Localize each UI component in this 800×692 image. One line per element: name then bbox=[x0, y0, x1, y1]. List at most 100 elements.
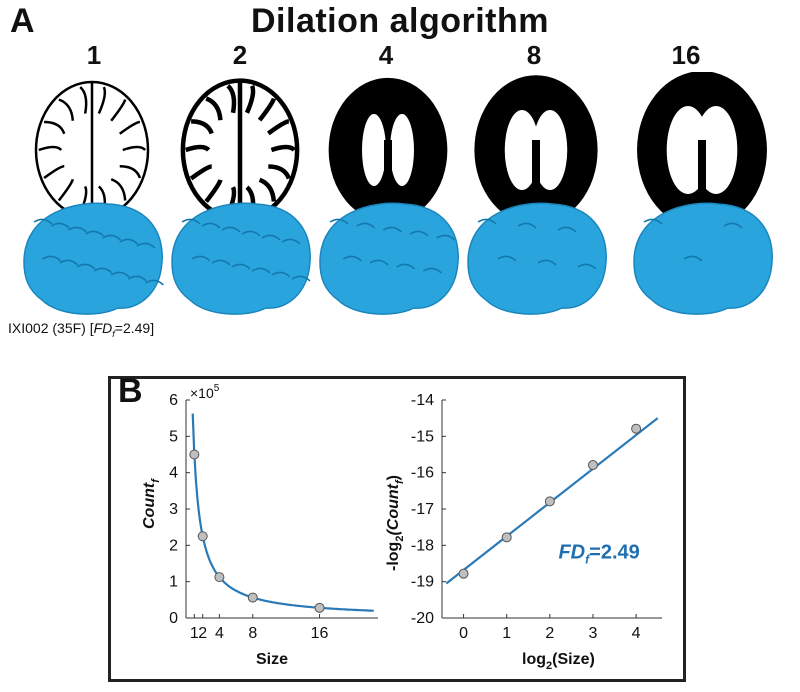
gyrus-line bbox=[191, 119, 214, 135]
chart1-y-tick-label: 2 bbox=[169, 537, 178, 554]
chart1-data-point bbox=[197, 531, 208, 542]
chart2-fd-annotation-sub: f bbox=[585, 553, 590, 567]
surface-fold bbox=[59, 259, 79, 266]
axial-mask-3 bbox=[474, 75, 598, 225]
chart2-x-tick-label: 4 bbox=[632, 625, 641, 642]
surface-fold bbox=[517, 222, 537, 229]
surface-fold bbox=[537, 259, 557, 266]
chart2-y-label-sub2: f bbox=[394, 479, 406, 484]
chart2-y-tick-label: -17 bbox=[411, 501, 434, 518]
surface-fold bbox=[409, 230, 429, 237]
chart2-data-point bbox=[587, 460, 598, 471]
chart2-y-label: -log2(Countf) bbox=[385, 475, 406, 571]
surface-fold bbox=[110, 271, 130, 278]
surface-fold bbox=[281, 238, 301, 245]
chart2-y-tick-label: -14 bbox=[411, 392, 434, 409]
gyrus-line bbox=[226, 84, 237, 114]
scale-label-2: 2 bbox=[232, 40, 248, 70]
brain-image-4 bbox=[314, 72, 462, 320]
chart1-y-tick-label: 5 bbox=[169, 428, 178, 445]
scale-label-1: 1 bbox=[86, 40, 102, 70]
surface-fold bbox=[369, 259, 389, 266]
chart1-data-point bbox=[189, 449, 200, 460]
surface-fold bbox=[67, 226, 87, 233]
chart2-x-label-suffix: (Size) bbox=[552, 651, 595, 668]
surface-fold bbox=[102, 234, 122, 241]
surface-fold bbox=[76, 263, 96, 270]
scale-label-16: 16 bbox=[671, 40, 701, 70]
gyrus-line bbox=[270, 144, 296, 153]
surface-shape bbox=[319, 202, 459, 315]
surface-fold bbox=[136, 242, 156, 249]
chart2-x-tick-label: 2 bbox=[545, 625, 554, 642]
chart2-x-label: log2(Size) bbox=[522, 651, 595, 672]
chart2-x-tick-label: 1 bbox=[502, 625, 511, 642]
surface-shape bbox=[467, 202, 607, 315]
chart2-data-point bbox=[501, 532, 512, 543]
chart2-data-point bbox=[544, 496, 555, 507]
surface-fold bbox=[396, 263, 416, 270]
septum bbox=[698, 140, 706, 190]
gyrus-line bbox=[44, 120, 66, 135]
brain-surface-1 bbox=[171, 202, 311, 315]
gyrus-line bbox=[119, 120, 141, 135]
panel-a-letter: A bbox=[10, 2, 35, 40]
chart1-data-point bbox=[247, 592, 258, 603]
surface-fold bbox=[42, 255, 62, 262]
surface-fold bbox=[497, 255, 517, 262]
surface-fold bbox=[93, 267, 113, 274]
gyrus-line bbox=[43, 164, 65, 180]
gyrus-line bbox=[119, 164, 142, 179]
surface-fold bbox=[683, 255, 703, 262]
chart1-y-tick-label: 1 bbox=[169, 574, 178, 591]
gyrus-line bbox=[204, 179, 223, 203]
ventricle-left bbox=[504, 110, 540, 190]
gyrus-line bbox=[266, 119, 290, 136]
chart1-y-scale-exp: 5 bbox=[214, 383, 220, 394]
chart1-y-tick-label: 0 bbox=[169, 610, 178, 627]
gyrus-line bbox=[185, 144, 211, 153]
surface-fold bbox=[342, 255, 362, 262]
brain-surface-2 bbox=[319, 202, 459, 315]
chart2-y-tick-label: -18 bbox=[411, 537, 434, 554]
surface-fold bbox=[251, 267, 271, 274]
chart1-y-tick-label: 6 bbox=[169, 392, 178, 409]
chart2-data-point bbox=[631, 423, 642, 434]
chart1-y-label: Countf bbox=[141, 478, 162, 529]
surface-fold bbox=[211, 259, 231, 266]
surface-fold bbox=[181, 218, 201, 225]
chart2-x-tick-label: 3 bbox=[589, 625, 598, 642]
subject-caption: IXI002 (35F) [FDf=2.49] bbox=[8, 320, 155, 339]
surface-fold bbox=[291, 275, 311, 282]
axial-mask-0 bbox=[34, 80, 150, 220]
gyrus-line bbox=[122, 145, 147, 152]
brain-surface-0 bbox=[23, 202, 164, 315]
axial-mask-4 bbox=[637, 72, 767, 229]
chart1-data-point bbox=[314, 602, 325, 613]
chart2-y-label-sub: 2 bbox=[394, 536, 406, 542]
panel-b-frame bbox=[108, 376, 686, 682]
surface-fold bbox=[643, 218, 663, 225]
gyrus-line bbox=[268, 164, 292, 180]
gyrus-line bbox=[79, 86, 88, 114]
surface-shape bbox=[171, 202, 311, 315]
surface-fold bbox=[33, 218, 53, 225]
brain-image-16 bbox=[628, 72, 776, 320]
surface-fold bbox=[422, 267, 442, 274]
chart2-y-tick-label: -19 bbox=[411, 574, 434, 591]
septum bbox=[532, 140, 540, 190]
chart2-data-point bbox=[458, 568, 469, 579]
gyrus-line bbox=[97, 86, 107, 115]
brain-image-2 bbox=[166, 72, 314, 320]
surface-fold bbox=[119, 238, 139, 245]
gyrus-line bbox=[110, 99, 127, 122]
surface-fold bbox=[382, 226, 402, 233]
chart2-x-label-sub: 2 bbox=[546, 660, 552, 672]
axial-mask-1 bbox=[180, 78, 300, 222]
gyrus-line bbox=[189, 164, 213, 181]
septum bbox=[384, 140, 392, 190]
chart1-x-tick-label: 1 bbox=[190, 625, 199, 642]
brain-surface-4 bbox=[633, 202, 773, 315]
gyrus-line bbox=[58, 98, 75, 121]
